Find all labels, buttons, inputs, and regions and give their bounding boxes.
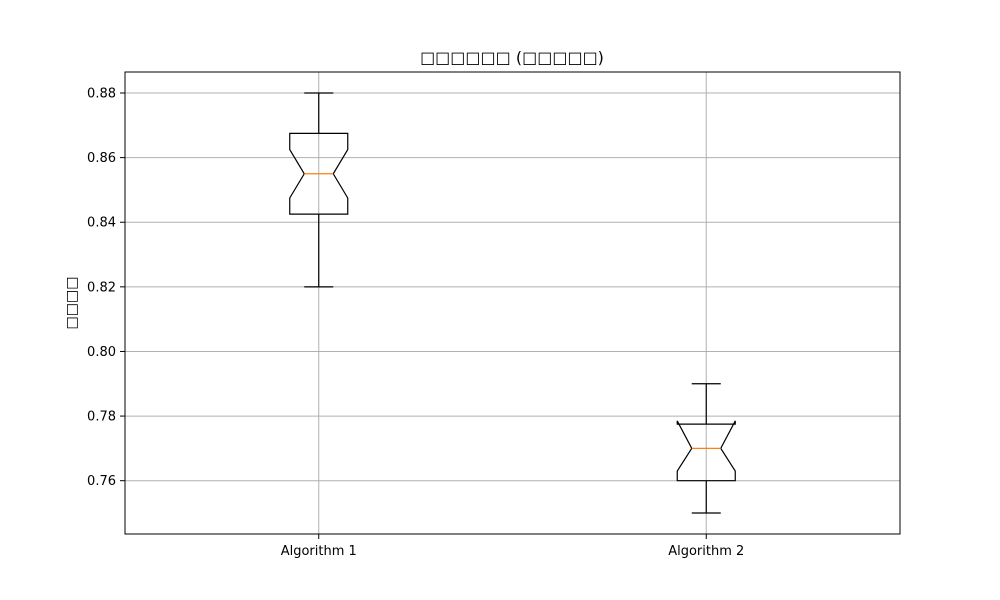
y-tick-label: 0.88 [87,87,116,102]
x-tick-label: Algorithm 2 [668,544,744,559]
y-tick-label: 0.76 [87,474,116,489]
box-group [676,383,736,514]
y-tick-label: 0.78 [87,410,116,425]
x-axis-ticks: Algorithm 1 Algorithm 2 [281,534,744,559]
box-body [676,420,736,482]
y-axis-label: □□□□ [64,277,80,330]
x-grid-lines [318,72,707,534]
y-axis-ticks: 0.76 0.78 0.80 0.82 0.84 0.86 0.88 [87,87,125,489]
box-group [289,92,349,288]
y-tick-label: 0.82 [87,280,116,295]
plot-frame [124,71,901,535]
chart-title: □□□□□□ (□□□□□) [420,48,604,67]
x-tick-label: Algorithm 1 [281,544,357,559]
box-body [289,132,349,215]
y-tick-label: 0.86 [87,151,116,166]
y-tick-label: 0.80 [87,345,116,360]
y-grid-lines [125,92,900,482]
y-tick-label: 0.84 [87,216,116,231]
boxes [289,92,736,514]
